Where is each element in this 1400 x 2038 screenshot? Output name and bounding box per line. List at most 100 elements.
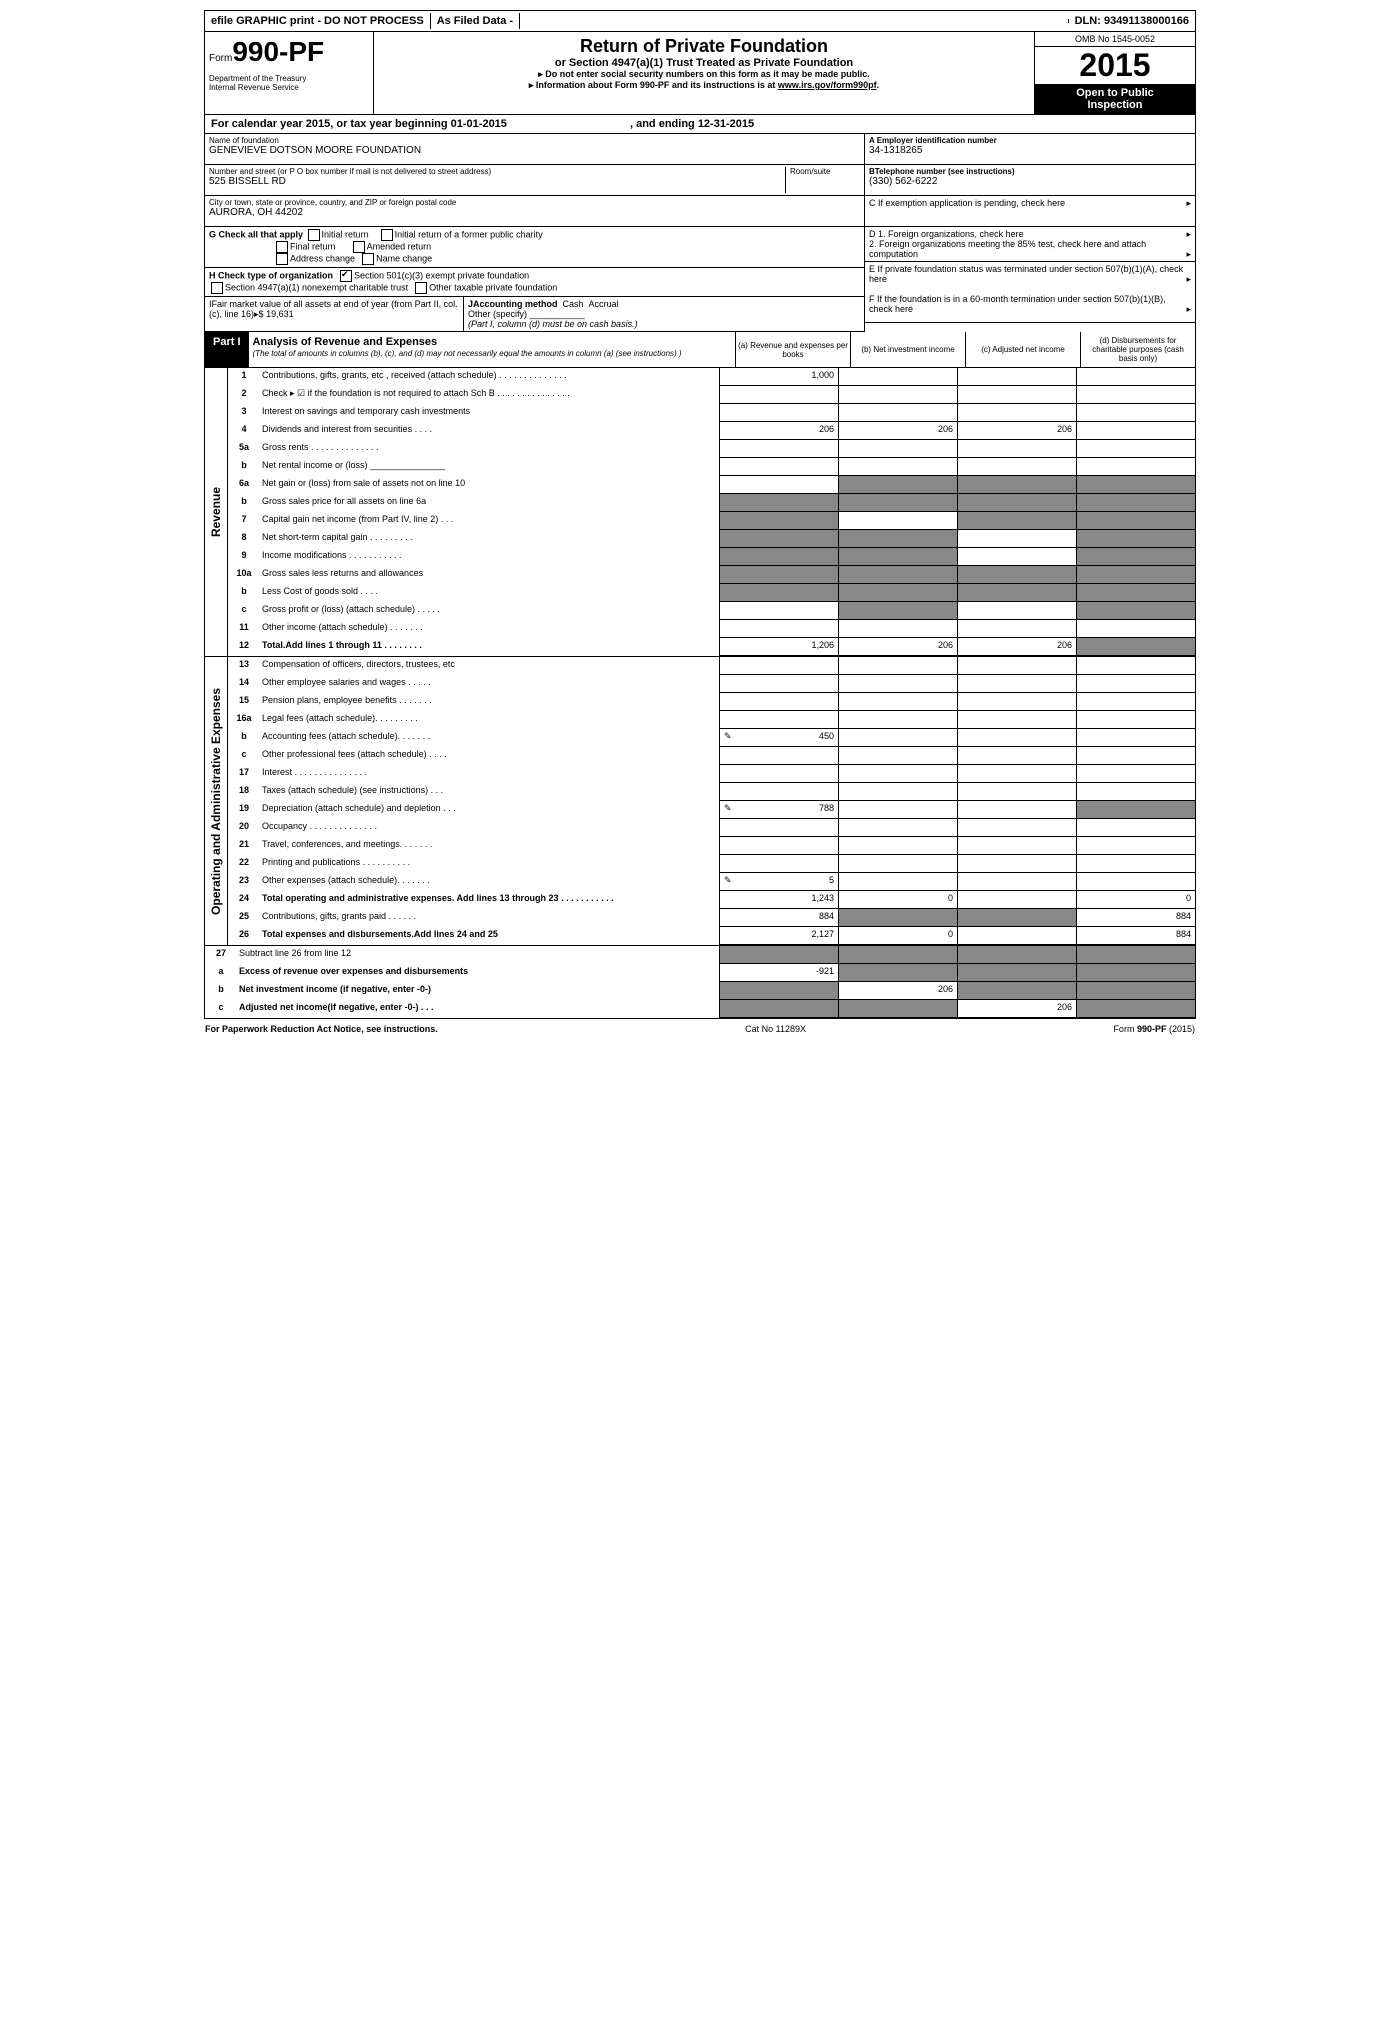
check-4947[interactable] (211, 282, 223, 294)
table-row: 3Interest on savings and temporary cash … (228, 404, 1195, 422)
j-cell: JAccounting method Cash Accrual Other (s… (464, 297, 864, 331)
check-final[interactable] (276, 241, 288, 253)
header-left: Form990-PF Department of the Treasury In… (205, 32, 374, 114)
line-number: 15 (228, 693, 260, 711)
check-name-change[interactable] (362, 253, 374, 265)
d-cell: D 1. Foreign organizations, check here ▸… (865, 227, 1195, 262)
cell-d (1076, 638, 1195, 656)
cell-c (957, 602, 1076, 620)
cell-c (957, 729, 1076, 747)
paperwork-notice: For Paperwork Reduction Act Notice, see … (205, 1024, 438, 1034)
cell-b (838, 675, 957, 693)
line-description: Subtract line 26 from line 12 (237, 946, 719, 964)
check-initial[interactable] (308, 229, 320, 241)
cell-a (719, 548, 838, 566)
form-title: Return of Private Foundation (378, 36, 1030, 57)
phone-label: BTelephone number (see instructions) (869, 167, 1015, 176)
cell-d (1076, 783, 1195, 801)
line-description: Other expenses (attach schedule). . . . … (260, 873, 719, 891)
line-description: Contributions, gifts, grants paid . . . … (260, 909, 719, 927)
line-description: Occupancy . . . . . . . . . . . . . . (260, 819, 719, 837)
opt-501c3: Section 501(c)(3) exempt private foundat… (354, 270, 529, 280)
h-check-row: H Check type of organization Section 501… (205, 268, 864, 297)
table-row: 11Other income (attach schedule) . . . .… (228, 620, 1195, 638)
line-description: Contributions, gifts, grants, etc , rece… (260, 368, 719, 386)
table-row: bNet rental income or (loss) ___________… (228, 458, 1195, 476)
cell-b (838, 711, 957, 729)
cal-end: , and ending 12-31-2015 (630, 118, 754, 130)
cell-d (1076, 548, 1195, 566)
col-c-header: (c) Adjusted net income (965, 332, 1080, 367)
line-description: Total expenses and disbursements.Add lin… (260, 927, 719, 945)
cell-c (957, 819, 1076, 837)
line-description: Interest . . . . . . . . . . . . . . . (260, 765, 719, 783)
line-description: Legal fees (attach schedule). . . . . . … (260, 711, 719, 729)
irs-link[interactable]: www.irs.gov/form990pf (778, 80, 877, 90)
line-description: Total.Add lines 1 through 11 . . . . . .… (260, 638, 719, 656)
opt-other-tax: Other taxable private foundation (429, 282, 557, 292)
subtract-rows: 27Subtract line 26 from line 12aExcess o… (205, 946, 1195, 1018)
foundation-name-cell: Name of foundation GENEVIEVE DOTSON MOOR… (205, 134, 864, 165)
check-addr-change[interactable] (276, 253, 288, 265)
i-label: IFair market value of all assets at end … (209, 299, 458, 319)
check-other-tax[interactable] (415, 282, 427, 294)
j-note: (Part I, column (d) must be on cash basi… (468, 319, 638, 329)
line-description: Compensation of officers, directors, tru… (260, 657, 719, 675)
cell-a (719, 458, 838, 476)
cell-c (957, 693, 1076, 711)
table-row: 8Net short-term capital gain . . . . . .… (228, 530, 1195, 548)
opt-initial-former: Initial return of a former public charit… (395, 229, 543, 239)
opt-name-change: Name change (376, 253, 432, 263)
line-number: 27 (205, 946, 237, 964)
city: AURORA, OH 44202 (209, 207, 860, 218)
phone-cell: BTelephone number (see instructions) (33… (865, 165, 1195, 196)
addr-label: Number and street (or P O box number if … (209, 167, 785, 176)
info-right: A Employer identification number 34-1318… (864, 134, 1195, 332)
cell-b (838, 602, 957, 620)
c-text: C If exemption application is pending, c… (869, 198, 1065, 208)
line-number: 8 (228, 530, 260, 548)
cell-d (1076, 675, 1195, 693)
opt-4947: Section 4947(a)(1) nonexempt charitable … (225, 282, 408, 292)
line-number: 13 (228, 657, 260, 675)
dept: Department of the Treasury Internal Reve… (209, 74, 369, 92)
cell-b: 206 (838, 638, 957, 656)
table-row: 2Check ▸ ☑ if the foundation is not requ… (228, 386, 1195, 404)
line-description: Printing and publications . . . . . . . … (260, 855, 719, 873)
cell-c (957, 512, 1076, 530)
cell-a (719, 765, 838, 783)
line-number: 26 (228, 927, 260, 945)
line-description: Total operating and administrative expen… (260, 891, 719, 909)
cell-a (719, 693, 838, 711)
line-description: Gross profit or (loss) (attach schedule)… (260, 602, 719, 620)
check-initial-former[interactable] (381, 229, 393, 241)
cell-b (838, 1000, 957, 1018)
expense-side-label: Operating and Administrative Expenses (205, 657, 228, 945)
cell-a (719, 747, 838, 765)
open-1: Open to Public (1038, 87, 1192, 99)
cell-b (838, 855, 957, 873)
phone: (330) 562-6222 (869, 176, 1191, 187)
cell-c (957, 837, 1076, 855)
form-number: Form990-PF (209, 36, 324, 68)
line-number: b (228, 494, 260, 512)
line-number: 16a (228, 711, 260, 729)
cell-d (1076, 368, 1195, 386)
cell-b (838, 765, 957, 783)
check-501c3[interactable] (340, 270, 352, 282)
cell-a: 2,127 (719, 927, 838, 945)
open-public: Open to Public Inspection (1035, 84, 1195, 114)
cell-c (957, 927, 1076, 945)
table-row: bGross sales price for all assets on lin… (228, 494, 1195, 512)
cell-b (838, 873, 957, 891)
g-label: G Check all that apply (209, 229, 303, 239)
line-description: Interest on savings and temporary cash i… (260, 404, 719, 422)
address: 525 BISSELL RD (209, 176, 785, 187)
line-description: Other professional fees (attach schedule… (260, 747, 719, 765)
cell-b (838, 368, 957, 386)
j-label: JAccounting method (468, 299, 558, 309)
check-amended[interactable] (353, 241, 365, 253)
cell-c (957, 584, 1076, 602)
table-row: aExcess of revenue over expenses and dis… (205, 964, 1195, 982)
cell-b: 0 (838, 891, 957, 909)
